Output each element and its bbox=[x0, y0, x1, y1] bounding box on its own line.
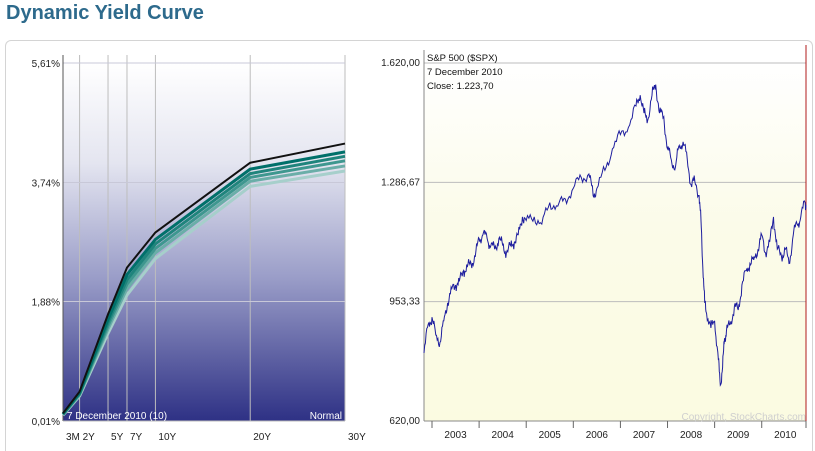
yield-plot-background bbox=[63, 63, 345, 421]
yield-xtick-2Y: 2Y bbox=[83, 432, 96, 443]
yield-ytick-label: 0,01% bbox=[32, 417, 60, 428]
yield-xtick-5Y: 5Y bbox=[111, 432, 124, 443]
yield-date-label: 7 December 2010 (10) bbox=[67, 411, 167, 422]
yield-curve-chart[interactable]: 5,61% 3,74% 1,88% 0,01% 3M 2Y 5Y 7Y 10Y 20Y 30Y 7… bbox=[0, 0, 380, 451]
yield-xtick-7Y: 7Y bbox=[130, 432, 143, 443]
yield-ytick-label: 5,61% bbox=[32, 59, 60, 70]
yield-xtick-30Y: 30Y bbox=[348, 432, 366, 443]
yield-ytick-label: 3,74% bbox=[32, 179, 60, 190]
yield-xtick-20Y: 20Y bbox=[253, 432, 271, 443]
yield-line-7-december-2010 bbox=[62, 142, 346, 414]
yield-xtick-3M: 3M bbox=[66, 432, 80, 443]
yield-ytick-label: 1,88% bbox=[32, 297, 60, 308]
yield-xtick-10Y: 10Y bbox=[158, 432, 176, 443]
page-title: Dynamic Yield Curve bbox=[6, 2, 204, 24]
yield-curve-shape-label: Normal bbox=[310, 411, 342, 422]
